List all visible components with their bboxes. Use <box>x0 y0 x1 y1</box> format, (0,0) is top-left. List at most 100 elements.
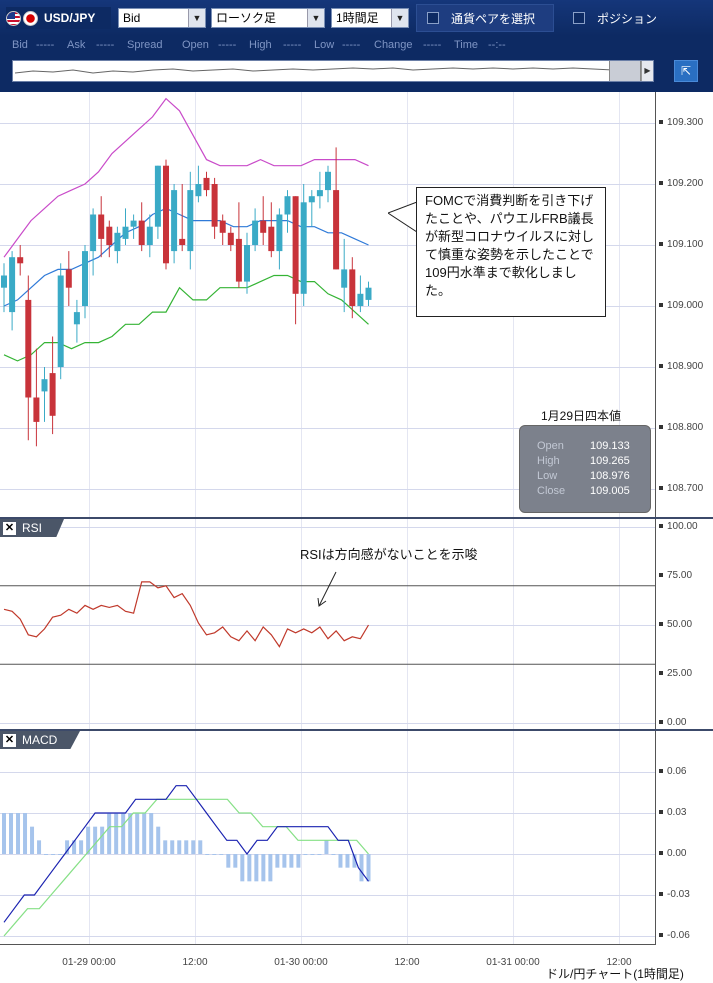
pair-select-checkbox[interactable] <box>427 12 439 24</box>
macd-histogram-bar <box>121 813 126 854</box>
candle-body <box>195 184 202 197</box>
price-plot-area[interactable] <box>0 92 655 518</box>
rsi-plot-area[interactable] <box>0 519 655 729</box>
macd-tab[interactable]: ✕ MACD <box>0 731 80 749</box>
macd-histogram-bar <box>303 854 308 855</box>
timeframe-select[interactable]: 1時間足 ▼ <box>331 8 409 28</box>
price-tick: 108.800 <box>659 422 703 433</box>
macd-histogram-bar <box>324 840 329 854</box>
candle-body <box>114 232 121 252</box>
macd-histogram-bar <box>79 840 84 854</box>
japan-flag-icon <box>23 10 38 26</box>
macd-tick: -0.03 <box>659 889 690 900</box>
ohlc-low-value: 108.976 <box>590 470 630 482</box>
close-icon[interactable]: ✕ <box>3 733 16 747</box>
close-icon[interactable]: ✕ <box>3 521 16 535</box>
high-label: High <box>249 39 272 51</box>
candle-body <box>98 214 105 239</box>
scroll-right-icon[interactable]: ▶ <box>641 61 653 81</box>
navigator-scrollbar[interactable]: ▶ <box>12 60 654 82</box>
panel-divider <box>0 517 713 519</box>
rsi-tab[interactable]: ✕ RSI <box>0 519 64 537</box>
macd-histogram-bar <box>142 813 147 854</box>
horizontal-gridline <box>0 936 655 937</box>
chart-type-value: ローソク足 <box>216 11 277 25</box>
macd-histogram-bar <box>114 813 119 854</box>
position-checkbox[interactable] <box>573 12 585 24</box>
candle-body <box>33 397 40 422</box>
pair-select-button[interactable]: 通貨ペアを選択 <box>416 4 554 32</box>
change-label: Change <box>374 39 413 51</box>
macd-tick: 0.03 <box>659 807 686 818</box>
open-label: Open <box>182 39 209 51</box>
low-label: Low <box>314 39 335 51</box>
candle-body <box>292 196 299 294</box>
macd-plot-area[interactable] <box>0 731 655 945</box>
macd-histogram-bar <box>107 813 112 854</box>
rsi-note-arrow <box>317 571 337 607</box>
macd-histogram-bar <box>282 854 287 868</box>
macd-histogram-bar <box>212 854 217 855</box>
candle-body <box>349 269 356 306</box>
candle-body <box>341 269 348 288</box>
chevron-down-icon[interactable]: ▼ <box>188 9 205 27</box>
vertical-gridline <box>513 731 514 945</box>
vertical-gridline <box>301 519 302 729</box>
rsi-note: RSIは方向感がないことを示唆 <box>300 547 478 562</box>
rsi-tab-label: RSI <box>22 521 43 535</box>
currency-pair-badge[interactable]: USD/JPY <box>6 7 111 29</box>
macd-histogram-bar <box>170 840 175 854</box>
candle-body <box>17 257 24 264</box>
vertical-gridline <box>513 519 514 729</box>
price-tick: 108.900 <box>659 361 703 372</box>
position-toggle[interactable]: ポジション <box>571 4 711 32</box>
candle-body <box>211 184 218 227</box>
macd-tick: 0.00 <box>659 848 686 859</box>
vertical-gridline <box>407 92 408 518</box>
price-type-select[interactable]: Bid ▼ <box>118 8 206 28</box>
candle-body <box>300 202 307 294</box>
zoom-icon[interactable]: ⇱ <box>674 60 698 82</box>
x-tick: 01-31 00:00 <box>486 957 540 968</box>
horizontal-gridline <box>0 489 655 490</box>
macd-histogram-bar <box>58 854 63 855</box>
vertical-gridline <box>619 519 620 729</box>
ohlc-high-label: High <box>537 455 560 467</box>
ohlc-close-value: 109.005 <box>590 485 630 497</box>
macd-histogram-bar <box>2 813 6 854</box>
vertical-gridline <box>89 92 90 518</box>
macd-signal-line <box>3 798 369 937</box>
macd-histogram-bar <box>219 854 224 855</box>
bollinger-middle-line <box>3 207 369 307</box>
candle-body <box>252 220 259 245</box>
macd-histogram-bar <box>51 854 56 855</box>
vertical-gridline <box>195 92 196 518</box>
candle-body <box>308 196 315 203</box>
bid-label: Bid <box>12 39 28 51</box>
chevron-down-icon[interactable]: ▼ <box>391 9 408 27</box>
macd-histogram-bar <box>177 840 182 854</box>
macd-histogram-bar <box>254 854 259 882</box>
navigator-thumb[interactable] <box>609 61 641 81</box>
macd-panel: ✕ MACD 0.06 0.03 0.00 -0.03 -0.06 <box>0 731 713 945</box>
candle-body <box>357 293 364 306</box>
candle-body <box>203 177 210 191</box>
candle-body <box>1 275 7 288</box>
candle-body <box>41 379 48 392</box>
macd-histogram-bar <box>16 813 21 854</box>
horizontal-gridline <box>0 895 655 896</box>
chart-type-select[interactable]: ローソク足 ▼ <box>211 8 325 28</box>
quote-bar: Bid ----- Ask ----- Spread Open ----- Hi… <box>0 36 713 56</box>
macd-histogram-bar <box>100 826 105 854</box>
chevron-down-icon[interactable]: ▼ <box>307 9 324 27</box>
x-tick: 01-29 00:00 <box>62 957 116 968</box>
vertical-gridline <box>407 519 408 729</box>
ohlc-low-row: Low 108.976 <box>537 470 647 482</box>
macd-histogram-bar <box>65 840 70 854</box>
macd-histogram-bar <box>226 854 231 868</box>
ohlc-low-label: Low <box>537 470 558 482</box>
macd-histogram-bar <box>317 854 322 855</box>
position-label: ポジション <box>597 11 658 26</box>
candle-body <box>9 257 16 313</box>
chart-footer-label: ドル/円チャート(1時間足) <box>546 967 684 981</box>
